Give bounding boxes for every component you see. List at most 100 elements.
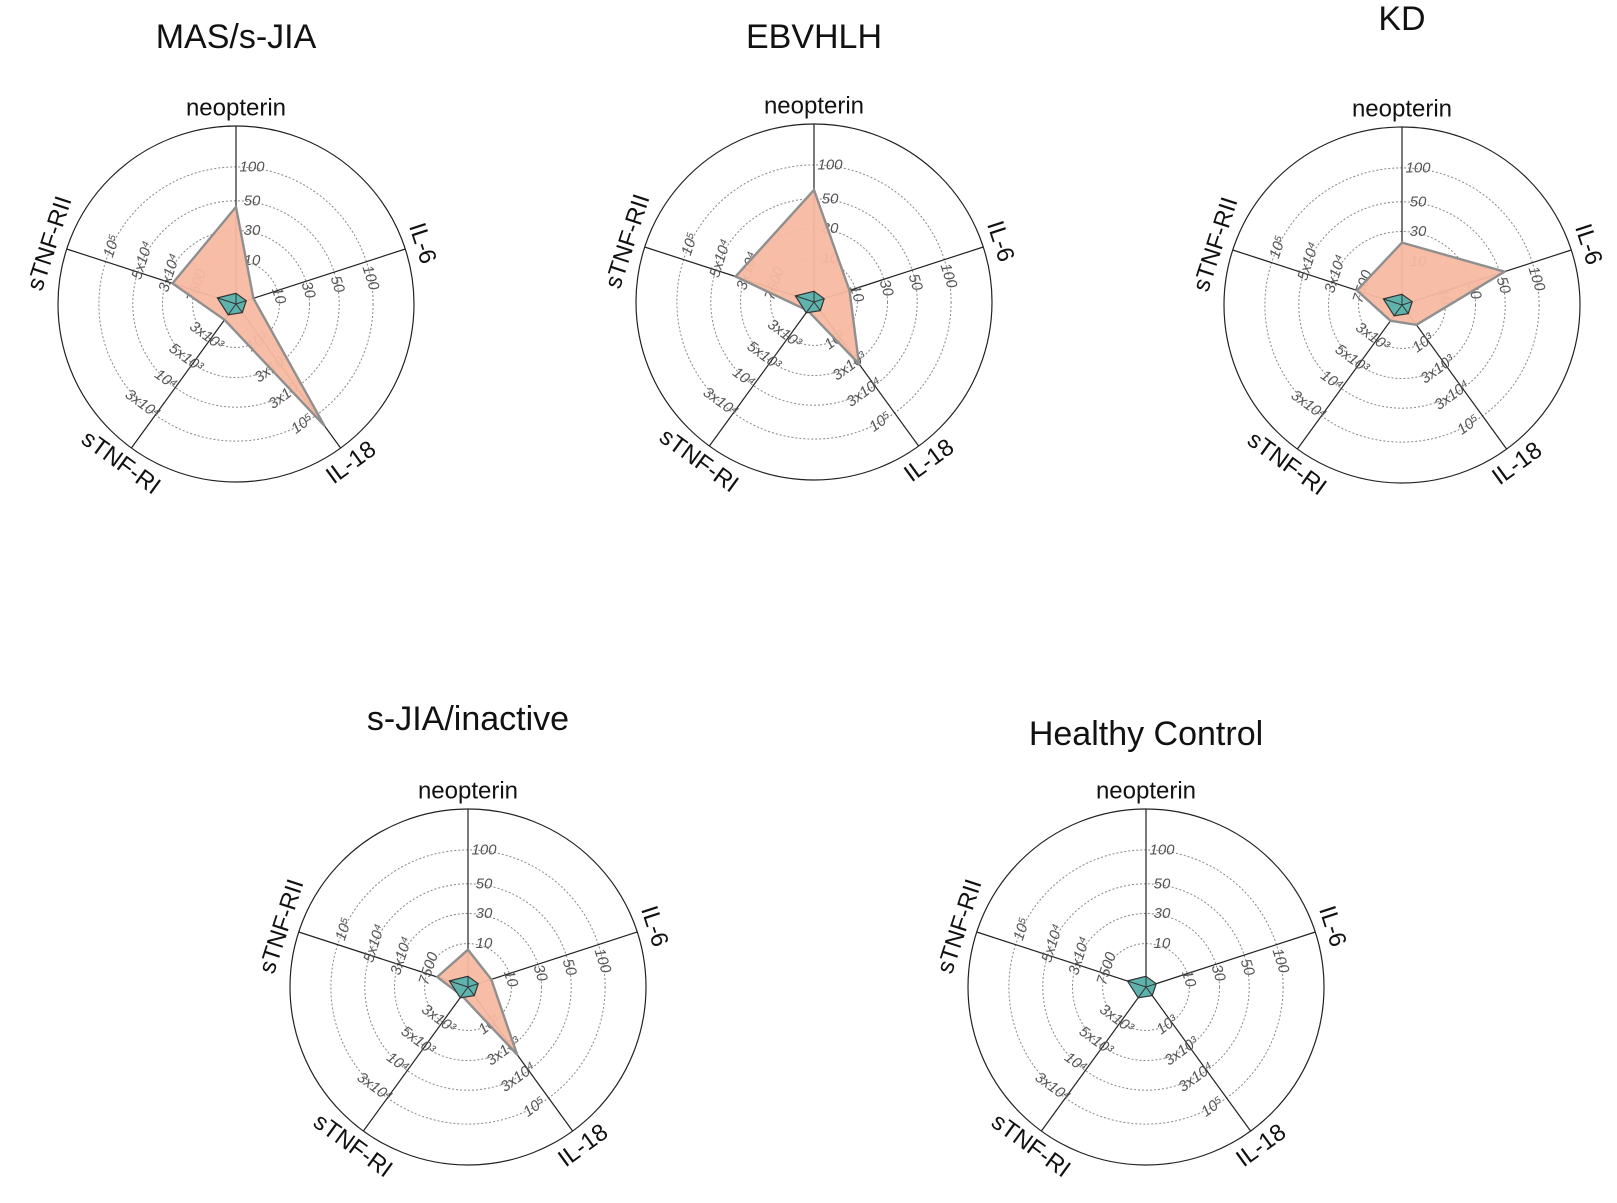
tick-label: 100 <box>239 158 265 175</box>
tick-label: 50 <box>1410 193 1427 210</box>
patient-polygon <box>734 188 861 366</box>
tick-label: 3x10⁴ <box>497 1059 539 1096</box>
tick-label: 3x10³ <box>1161 1033 1202 1069</box>
healthy-spoke <box>813 301 821 311</box>
tick-label: 10³ <box>1153 1011 1181 1038</box>
axis-label: neopterin <box>764 93 864 120</box>
tick-label: 50 <box>1154 875 1171 892</box>
tick-label: 3x10⁴ <box>1288 387 1330 424</box>
healthy-control-polygon <box>794 290 825 314</box>
axis-spoke <box>708 301 815 447</box>
axis-label: IL-18 <box>1487 437 1547 491</box>
tick-label: 3x10⁴ <box>700 384 742 421</box>
tick-label: 30 <box>298 279 320 301</box>
tick-label: 10 <box>500 968 522 990</box>
healthy-spoke <box>227 303 237 316</box>
tick-label: 3x10⁴ <box>1175 1059 1217 1096</box>
tick-label: 5x10³ <box>1332 341 1373 377</box>
healthy-spoke <box>235 303 243 313</box>
tick-label: 10⁵ <box>100 233 123 260</box>
tick-label: 5x10³ <box>744 338 785 374</box>
tick-label: 10⁵ <box>1010 916 1033 943</box>
panel-title: MAS/s-JIA <box>156 18 317 56</box>
tick-label: 5x10³ <box>398 1023 439 1059</box>
tick-label: 50 <box>244 192 261 209</box>
axis-label: IL-18 <box>321 436 381 490</box>
tick-label: 5x10⁴ <box>360 922 388 964</box>
tick-label: 3x10⁴ <box>843 374 885 411</box>
axis-spoke <box>1401 304 1508 450</box>
tick-label: 10⁴ <box>729 364 758 391</box>
tick-label: 50 <box>905 272 927 294</box>
tick-label: 10⁵ <box>1266 234 1289 261</box>
patient-polygon <box>1355 241 1506 326</box>
tick-label: 3x10³ <box>1417 351 1458 387</box>
tick-label: 3x10⁴ <box>1431 377 1473 414</box>
tick-label: 50 <box>327 274 349 296</box>
patient-polygon <box>171 205 326 427</box>
tick-label: 7500 <box>1093 949 1120 987</box>
tick-label: 3x10⁴ <box>354 1069 396 1106</box>
healthy-spoke <box>449 980 469 988</box>
tick-label: 50 <box>559 957 581 979</box>
radar-panel-3: KDneopterin103050100IL-6103050100IL-1810… <box>1188 0 1608 501</box>
tick-label: 10⁵ <box>332 916 355 943</box>
healthy-spoke <box>467 986 475 996</box>
tick-label: 10 <box>1154 935 1171 952</box>
axis-spoke <box>1040 986 1147 1132</box>
tick-label: 10⁵ <box>520 1093 549 1120</box>
tick-label: 10 <box>1178 968 1200 990</box>
tick-label: 50 <box>1493 275 1515 297</box>
tick-label: 100 <box>1525 264 1549 294</box>
axis-label: sTNF-RI <box>1242 426 1331 501</box>
tick-label: 5x10³ <box>1076 1023 1117 1059</box>
axis-spoke <box>130 303 237 449</box>
tick-label: 30 <box>530 962 552 984</box>
tick-label: 7500 <box>415 949 442 987</box>
healthy-spoke <box>1137 986 1147 999</box>
tick-label: 30 <box>1208 962 1230 984</box>
axis-label: IL-18 <box>899 434 959 488</box>
radar-panel-2: EBVHLHneopterin103050100IL-6103050100IL-… <box>600 18 1020 498</box>
panel-title: EBVHLH <box>746 18 882 56</box>
tick-label: 3x10⁴ <box>387 935 415 977</box>
axis-label: neopterin <box>1096 778 1196 805</box>
axis-label: IL-18 <box>1231 1119 1291 1173</box>
tick-label: 10⁴ <box>383 1049 412 1076</box>
axis-label: neopterin <box>1352 96 1452 123</box>
tick-label: 30 <box>244 222 261 239</box>
tick-label: 10⁵ <box>866 408 895 435</box>
axis-spoke <box>1296 304 1403 450</box>
patient-polygon <box>436 948 519 1056</box>
axis-label: sTNF-RI <box>986 1108 1075 1183</box>
tick-label: 3x10⁴ <box>122 386 164 423</box>
tick-label: 30 <box>876 277 898 299</box>
healthy-spoke <box>459 986 469 999</box>
healthy-spoke <box>1145 986 1153 996</box>
panel-title: KD <box>1378 0 1425 38</box>
tick-label: 50 <box>822 190 839 207</box>
tick-label: 100 <box>359 263 383 293</box>
healthy-spoke <box>795 295 815 303</box>
axis-spoke <box>976 931 1147 988</box>
healthy-spoke <box>813 298 825 303</box>
tick-label: 5x10⁴ <box>128 239 156 281</box>
tick-label: 10⁴ <box>1061 1049 1090 1076</box>
tick-label: 100 <box>937 261 961 291</box>
healthy-spoke <box>217 297 237 305</box>
tick-label: 5x10⁴ <box>706 237 734 279</box>
tick-label: 100 <box>591 946 615 976</box>
tick-label: 10⁵ <box>678 231 701 258</box>
healthy-spoke <box>235 300 247 305</box>
tick-label: 30 <box>1410 223 1427 240</box>
tick-label: 5x10³ <box>166 340 207 376</box>
axis-spoke <box>467 931 638 988</box>
axis-label: sTNF-RI <box>654 423 743 498</box>
tick-label: 100 <box>1405 159 1431 176</box>
tick-label: 10 <box>268 285 290 307</box>
tick-label: 30 <box>476 905 493 922</box>
panel-title: s-JIA/inactive <box>367 700 569 738</box>
